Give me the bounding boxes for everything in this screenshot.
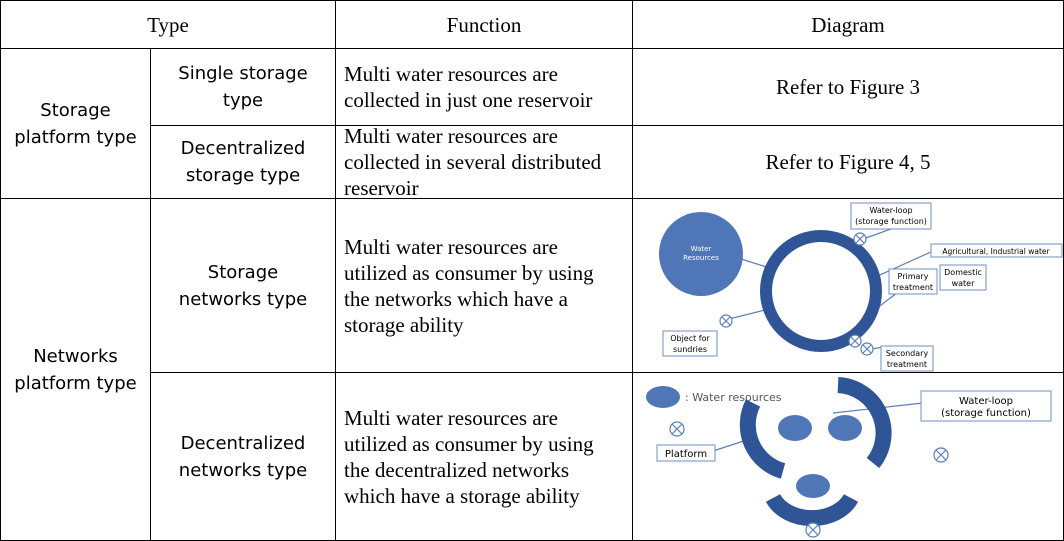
decentralized-networks-diagram: : Water resources Platform Water-loop (s… bbox=[646, 377, 1052, 538]
header-cell: Type bbox=[0, 0, 336, 49]
label: Water-loop bbox=[959, 396, 1013, 407]
label: Water-loop bbox=[869, 206, 912, 215]
storage-networks-diagram: Water Resources Water-loop (storage func… bbox=[659, 202, 1063, 372]
header-cell: Function bbox=[335, 0, 633, 49]
label: Object for bbox=[670, 334, 710, 343]
label: Resources bbox=[683, 254, 719, 262]
label: Agricultural, Industrial water bbox=[942, 247, 1050, 256]
subtype-cell: Decentralized storage type bbox=[150, 125, 336, 199]
legend-label: : Water resources bbox=[685, 391, 782, 404]
label: (storage function) bbox=[855, 217, 927, 226]
label: Platform bbox=[665, 449, 707, 460]
label: Water bbox=[691, 245, 712, 253]
label: sundries bbox=[673, 345, 707, 354]
diagram-cell: : Water resources Platform Water-loop (s… bbox=[632, 372, 1064, 541]
function-cell: Multi water resources are utilized as co… bbox=[335, 198, 633, 373]
label: treatment bbox=[887, 360, 927, 369]
label: treatment bbox=[893, 283, 933, 292]
diagram-cell: Refer to Figure 4, 5 bbox=[632, 125, 1064, 199]
subtype-cell: Storage networks type bbox=[150, 198, 336, 373]
function-cell: Multi water resources are collected in j… bbox=[335, 48, 633, 126]
group-cell: Networks platform type bbox=[0, 198, 151, 541]
label: Domestic bbox=[944, 268, 982, 277]
function-cell: Multi water resources are utilized as co… bbox=[335, 372, 633, 541]
label: Primary bbox=[898, 272, 929, 281]
label: water bbox=[952, 279, 976, 288]
diagram-cell: Water Resources Water-loop (storage func… bbox=[632, 198, 1064, 373]
function-cell: Multi water resources are collected in s… bbox=[335, 124, 633, 200]
header-cell: Diagram bbox=[632, 0, 1064, 49]
diagram-cell: Refer to Figure 3 bbox=[632, 48, 1064, 126]
label: (storage function) bbox=[941, 408, 1031, 419]
group-cell: Storage platform type bbox=[0, 48, 151, 199]
subtype-cell: Decentralized networks type bbox=[150, 372, 336, 541]
label: Secondary bbox=[886, 349, 929, 358]
subtype-cell: Single storage type bbox=[150, 48, 336, 126]
